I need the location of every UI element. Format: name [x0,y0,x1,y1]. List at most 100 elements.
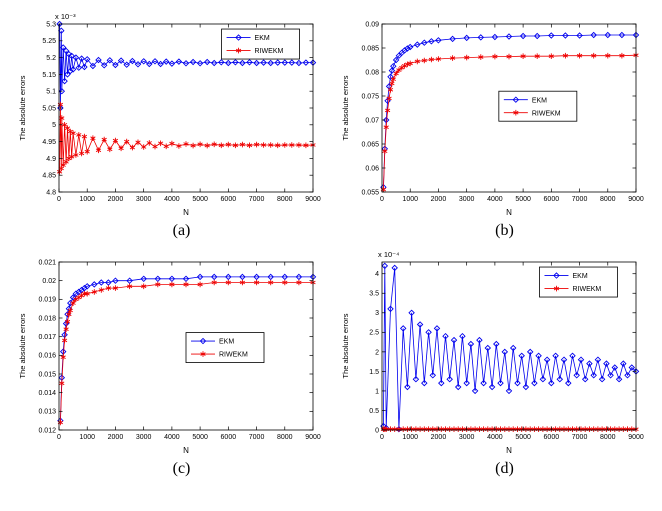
x-tick-label: 7000 [571,434,587,441]
caption-a: (a) [172,222,191,239]
x-tick-label: 5000 [515,434,531,441]
x-tick-label: 6000 [220,196,236,203]
series-riwekm-line [57,279,316,426]
y-axis-label: The absolute errors [18,313,27,378]
y-tick-label: 2.5 [369,330,379,337]
y-tick-label: 3 [375,310,379,317]
x-tick-label: 0 [57,434,61,441]
legend-label-ekm: EKM [219,339,234,346]
y-multiplier-label: x 10⁻⁴ [378,250,399,259]
y-tick-label: 5.25 [42,38,56,45]
series-ekm-line [379,262,639,433]
x-tick-label: 9000 [305,196,321,203]
chart-a: 4.8 4.85 4.9 4.95 5 5.05 5.1 5.15 5.2 5.25 5.3 0 100… [18,12,321,217]
x-axis-label: N [183,208,189,217]
x-tick-label: 5000 [192,196,208,203]
x-tick-label: 4000 [164,196,180,203]
caption-d: (d) [495,460,514,477]
x-tick-label: 0 [380,434,384,441]
x-axis-label: N [183,446,189,455]
figure-grid: 4.8 4.85 4.9 4.95 5 5.05 5.1 5.15 5.2 5.25 5.3 0 100… [15,6,648,482]
y-axis-label: The absolute errors [341,313,350,378]
legend: EKM RIWEKM [538,266,618,298]
y-tick-label: 0.075 [361,93,379,100]
chart-d: 0 0.5 1 1.5 2 2.5 3 3.5 4 0 1000 2000 3000 4000 5000 60… [341,250,644,455]
y-tick-label: 0 [375,427,379,434]
legend: EKM RIWEKM [185,332,264,363]
y-tick-label: 1.5 [369,369,379,376]
x-tick-label: 5000 [192,434,208,441]
y-axis-label: The absolute errors [341,75,350,140]
series-riwekm-line [380,52,639,193]
x-tick-label: 2000 [107,434,123,441]
x-tick-label: 0 [380,196,384,203]
x-tick-label: 8000 [599,434,615,441]
series-ekm-line [55,20,316,112]
y-tick-label: 0.085 [361,45,379,52]
y-tick-label: 2 [375,349,379,356]
y-axis-label: The absolute errors [18,75,27,140]
caption-b: (b) [495,222,514,239]
x-tick-label: 2000 [430,196,446,203]
y-tick-label: 0.015 [38,371,56,378]
y-tick-label: 0.019 [38,297,56,304]
legend-label-riwekm: RIWEKM [254,48,283,55]
y-tick-label: 1 [375,388,379,395]
x-tick-label: 4000 [487,196,503,203]
y-tick-label: 0.016 [38,353,56,360]
y-tick-label: 0.065 [361,141,379,148]
y-multiplier-label: x 10⁻³ [55,12,76,21]
y-tick-label: 5 [52,122,56,129]
x-tick-label: 2000 [107,196,123,203]
x-tick-label: 9000 [305,434,321,441]
x-tick-label: 5000 [515,196,531,203]
y-tick-label: 0.02 [42,278,56,285]
y-tick-label: 4 [375,271,379,278]
y-tick-label: 5.3 [46,21,56,28]
chart-b: 0.055 0.06 0.065 0.07 0.075 0.08 0.085 0.09 0 100… [341,21,644,217]
x-tick-label: 8000 [599,196,615,203]
x-tick-label: 2000 [430,434,446,441]
axes-box [381,23,636,193]
y-tick-label: 0.08 [365,69,379,76]
y-tick-label: 4.9 [46,156,56,163]
y-tick-label: 0.07 [365,117,379,124]
y-tick-label: 0.014 [38,390,56,397]
x-tick-label: 1000 [402,434,418,441]
legend: EKM RIWEKM [220,28,300,60]
panel-c: 0.012 0.013 0.014 0.015 0.016 0.017 0.018 0.019… [15,244,325,482]
y-tick-label: 0.017 [38,334,56,341]
x-tick-label: 8000 [276,196,292,203]
x-tick-label: 0 [57,196,61,203]
y-tick-label: 0.09 [365,21,379,28]
chart-c: 0.012 0.013 0.014 0.015 0.016 0.017 0.018 0.019… [18,259,321,455]
x-tick-label: 4000 [487,434,503,441]
panel-a: 4.8 4.85 4.9 4.95 5 5.05 5.1 5.15 5.2 5.25 5.3 0 100… [15,6,325,244]
x-tick-label: 7000 [248,434,264,441]
x-tick-label: 6000 [543,196,559,203]
x-tick-label: 1000 [79,434,95,441]
axes-box [58,261,313,431]
legend-label-ekm: EKM [531,97,546,104]
y-tick-label: 3.5 [369,291,379,298]
x-axis-label: N [506,208,512,217]
x-tick-label: 6000 [220,434,236,441]
x-tick-label: 9000 [628,196,644,203]
panel-d: 0 0.5 1 1.5 2 2.5 3 3.5 4 0 1000 2000 3000 4000 5000 60… [338,244,648,482]
y-tick-label: 0.021 [38,259,56,266]
x-tick-label: 1000 [402,196,418,203]
legend-label-riwekm: RIWEKM [572,286,601,293]
y-tick-label: 4.8 [46,189,56,196]
series-riwekm-line [56,101,316,175]
y-tick-label: 4.95 [42,139,56,146]
y-tick-label: 0.012 [38,427,56,434]
y-tick-label: 0.055 [361,189,379,196]
y-tick-label: 0.06 [365,165,379,172]
legend-label-ekm: EKM [572,273,587,280]
x-tick-label: 3000 [458,196,474,203]
y-tick-label: 5.2 [46,55,56,62]
x-tick-label: 7000 [248,196,264,203]
x-tick-label: 8000 [276,434,292,441]
caption-c: (c) [172,460,191,477]
legend: EKM RIWEKM [497,90,577,122]
